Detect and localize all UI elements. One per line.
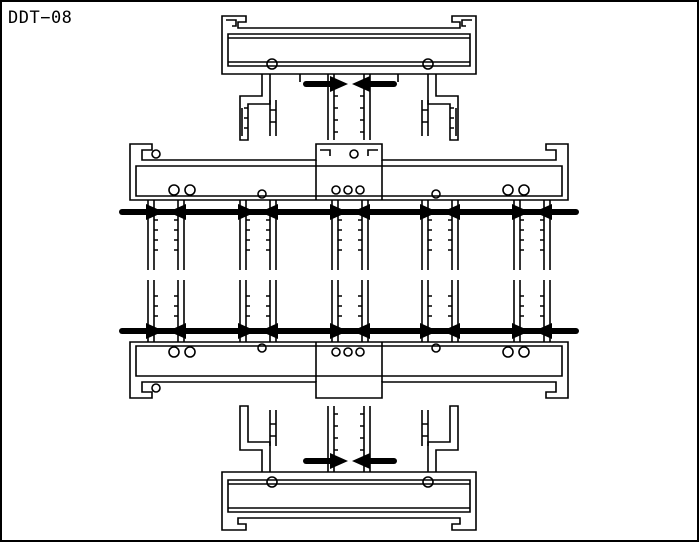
bottom-frame-profile: [221, 405, 477, 531]
profile-lines: [129, 15, 569, 531]
mullions: [147, 200, 551, 342]
upper-transom: [129, 143, 569, 201]
lower-transom: [129, 341, 569, 399]
top-frame-profile: [221, 15, 477, 141]
arrow-heads: [146, 76, 552, 469]
drawing-label: DDT−08: [8, 8, 73, 28]
load-arrows: [119, 81, 579, 464]
